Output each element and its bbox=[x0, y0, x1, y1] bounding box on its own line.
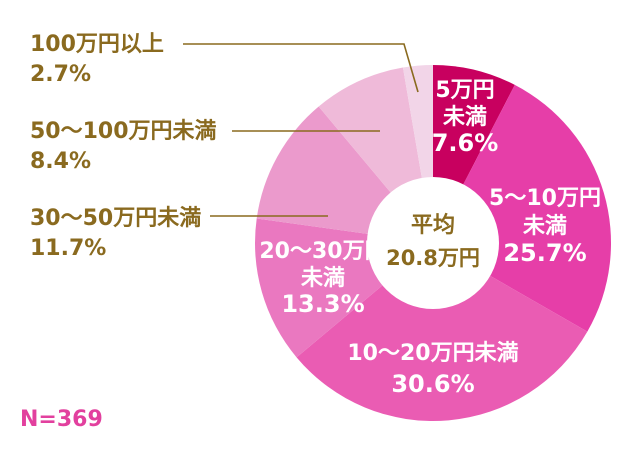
slice-label-line: 8.4% bbox=[30, 149, 91, 174]
slice-label-line: 2.7% bbox=[30, 62, 91, 87]
leader-lines bbox=[183, 43, 419, 217]
slice-label-line: 未満 bbox=[443, 104, 487, 130]
slice-label-1: 5万円未満 7.6% bbox=[432, 78, 499, 157]
center-average-value: 20.8万円 bbox=[386, 246, 480, 270]
slice-label-line: 11.7% bbox=[30, 236, 106, 261]
slice-label-line: 25.7% bbox=[503, 239, 586, 267]
slice-label-3: 10〜20万円未満 30.6% bbox=[347, 340, 518, 398]
slice-label-line: 50〜100万円未満 bbox=[30, 118, 217, 144]
sample-size: N=369 bbox=[20, 407, 103, 432]
slice-label-line: 30.6% bbox=[391, 370, 474, 398]
slice-label-4: 20〜30万円未満 13.3% bbox=[259, 239, 386, 318]
donut-hole bbox=[367, 177, 499, 309]
slice-label-line: 5万円 bbox=[435, 78, 494, 103]
slice-label-line: 13.3% bbox=[281, 290, 364, 318]
slice-label-line: 未満 bbox=[523, 213, 567, 239]
slice-label-5: 30〜50万円未満 11.7% bbox=[30, 205, 201, 261]
leader-line-7 bbox=[183, 43, 419, 93]
slice-3 bbox=[296, 243, 588, 422]
slice-label-line: 7.6% bbox=[432, 129, 499, 157]
slice-label-7: 100万円以上 2.7% bbox=[30, 32, 164, 87]
center-title: 平均 bbox=[411, 212, 455, 238]
slice-label-line: 30〜50万円未満 bbox=[30, 205, 201, 231]
slice-label-line: 5〜10万円 bbox=[489, 186, 601, 211]
slice-label-line: 20〜30万円 bbox=[259, 239, 386, 264]
slice-2 bbox=[433, 84, 612, 332]
data-labels: 5万円未満 7.6%5〜10万円未満 25.7%10〜20万円未満 30.6%20〜3… bbox=[30, 32, 601, 398]
slice-label-line: 未満 bbox=[301, 265, 345, 291]
slice-label-6: 50〜100万円未満 8.4% bbox=[30, 118, 217, 174]
slice-label-2: 5〜10万円未満 25.7% bbox=[489, 186, 601, 267]
slice-label-line: 100万円以上 bbox=[30, 32, 164, 57]
slice-label-line: 10〜20万円未満 bbox=[347, 340, 518, 366]
